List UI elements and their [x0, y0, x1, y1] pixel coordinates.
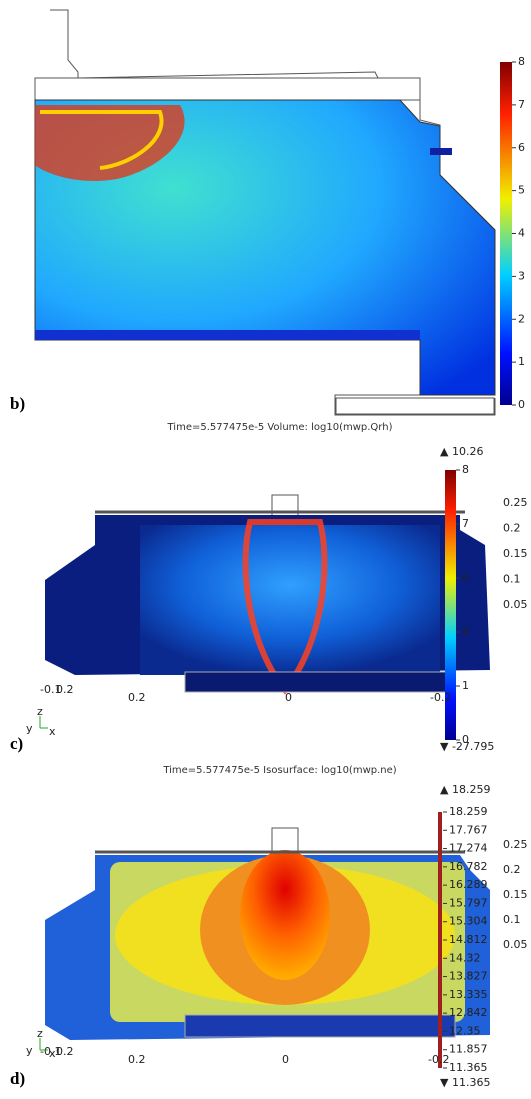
panel-title: Time=5.577475e-5 Volume: log10(mwp.Qrh) — [167, 422, 393, 433]
colorbar-tick-label: 14.32 — [449, 951, 481, 964]
triad-label: z — [37, 705, 43, 718]
x-tick-label: -0.2 — [428, 1053, 449, 1066]
colorbar-tick-label: 4 — [518, 227, 525, 240]
colorbar-tick-label: 16.289 — [449, 878, 488, 891]
panel-label: c) — [10, 734, 23, 753]
colorbar-tick-label: 1 — [518, 355, 525, 368]
z-tick-label: 0.2 — [503, 863, 521, 876]
x-tick-label: 0 — [282, 1053, 289, 1066]
triad-label: x — [49, 1047, 56, 1060]
colorbar-tick-label: 15.797 — [449, 896, 488, 909]
triad-label: z — [37, 1027, 43, 1040]
triad-label: y — [26, 1044, 33, 1057]
z-tick-label: 0.05 — [503, 938, 528, 951]
x-tick-label: 0.2 — [128, 1053, 146, 1066]
colorbar-tick-label: 14.812 — [449, 933, 488, 946]
x-tick-label: -0.1 — [40, 683, 61, 696]
colorbar-tick-label: 17.767 — [449, 823, 488, 836]
x-tick-label: 0 — [285, 691, 292, 704]
x-tick-label: 0.2 — [56, 683, 74, 696]
z-tick-label: 0.2 — [503, 522, 521, 535]
colorbar — [500, 62, 512, 405]
colorbar-tick-label: 1 — [462, 679, 469, 692]
z-tick-label: 0.15 — [503, 888, 528, 901]
colorbar-tick-label: 2 — [518, 312, 525, 325]
panel-label: b) — [10, 394, 25, 413]
colorbar-tick-label: 13.335 — [449, 988, 488, 1001]
colorbar-tick-label: 15.304 — [449, 915, 488, 928]
triad-label: x — [49, 725, 56, 738]
min-label: ▼ -27.795 — [440, 740, 494, 753]
x-tick-label: 0.2 — [128, 691, 146, 704]
colorbar-tick-label: 16.782 — [449, 860, 488, 873]
colorbar-tick-label: 0 — [462, 733, 469, 746]
panel-b-image — [34, 9, 496, 416]
colorbar-tick-label: 17.274 — [449, 842, 488, 855]
colorbar-tick-label: 11.857 — [449, 1043, 488, 1056]
colorbar-tick-label: 12.842 — [449, 1006, 488, 1019]
x-tick-label: -0.2 — [430, 691, 451, 704]
x-tick-label: 0.2 — [56, 1045, 74, 1058]
z-tick-label: 0.05 — [503, 598, 528, 611]
z-tick-label: 0.25 — [503, 496, 528, 509]
colorbar-tick-label: 7 — [462, 517, 469, 530]
colorbar-tick-label: 4 — [462, 625, 469, 638]
colorbar-tick-label: 8 — [462, 463, 469, 476]
panel-c-image — [45, 494, 490, 695]
colorbar-tick-label: 7 — [518, 98, 525, 111]
colorbar-tick-label: 6 — [518, 141, 525, 154]
colorbar — [445, 470, 456, 740]
max-label: ▲ 10.26 — [440, 445, 483, 458]
colorbar-tick-label: 18.259 — [449, 805, 488, 818]
panel-title: Time=5.577475e-5 Isosurface: log10(mwp.n… — [162, 765, 396, 776]
panel-label: d) — [10, 1069, 25, 1088]
colorbar-tick-label: 11.365 — [449, 1061, 488, 1074]
colorbar-tick-label: 8 — [518, 55, 525, 68]
colorbar-tick-label: 13.827 — [449, 970, 488, 983]
x-tick-label: -0.1 — [40, 1045, 61, 1058]
colorbar — [438, 812, 442, 1068]
z-tick-label: 0.15 — [503, 547, 528, 560]
z-tick-label: 0.1 — [503, 573, 521, 586]
colorbar-tick-label: 5 — [518, 184, 525, 197]
colorbar-tick-label: 3 — [518, 269, 525, 282]
max-label: ▲ 18.259 — [440, 783, 490, 796]
colorbar-tick-label: 6 — [462, 571, 469, 584]
triad-label: y — [26, 722, 33, 735]
colorbar-tick-label: 12.35 — [449, 1024, 481, 1037]
min-label: ▼ 11.365 — [440, 1076, 490, 1089]
z-tick-label: 0.25 — [503, 838, 528, 851]
z-tick-label: 0.1 — [503, 913, 521, 926]
colorbar-tick-label: 0 — [518, 398, 525, 411]
panel-d-image — [45, 827, 490, 1040]
